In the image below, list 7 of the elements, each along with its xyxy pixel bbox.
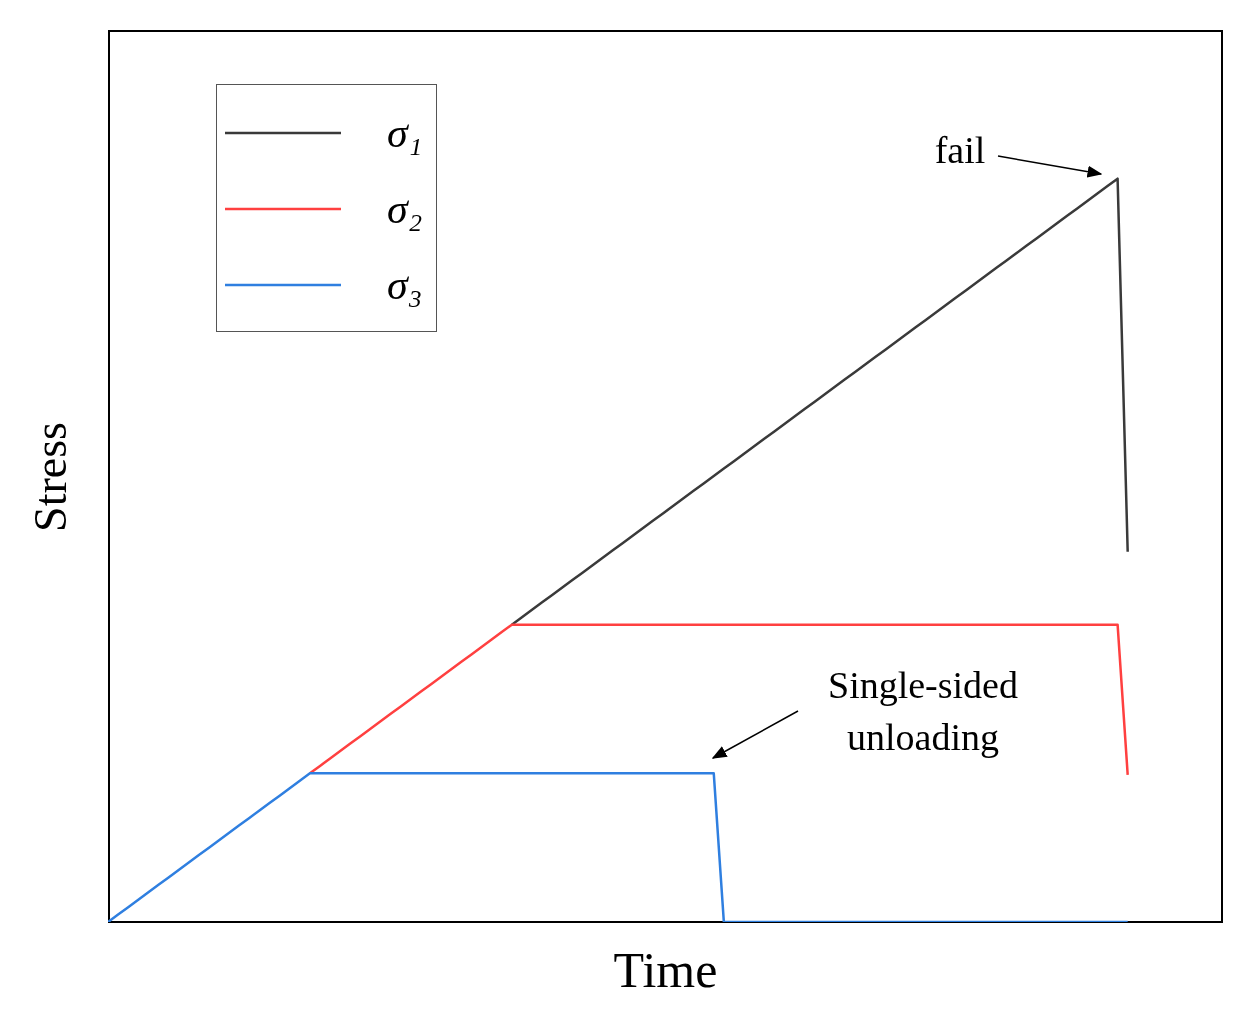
legend-label: σ₃	[387, 261, 423, 309]
legend-label: σ₂	[387, 185, 423, 233]
text: fail	[934, 129, 986, 171]
annotation: Single-sided unloading	[828, 664, 1018, 758]
legend-label: σ₁	[387, 109, 423, 157]
y-axis-title: Stress	[23, 421, 77, 532]
x-axis-title: Time	[612, 941, 719, 999]
